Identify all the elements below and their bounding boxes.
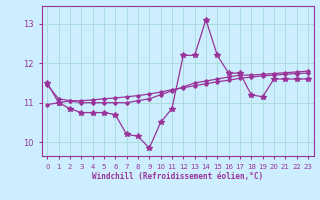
X-axis label: Windchill (Refroidissement éolien,°C): Windchill (Refroidissement éolien,°C) bbox=[92, 172, 263, 181]
